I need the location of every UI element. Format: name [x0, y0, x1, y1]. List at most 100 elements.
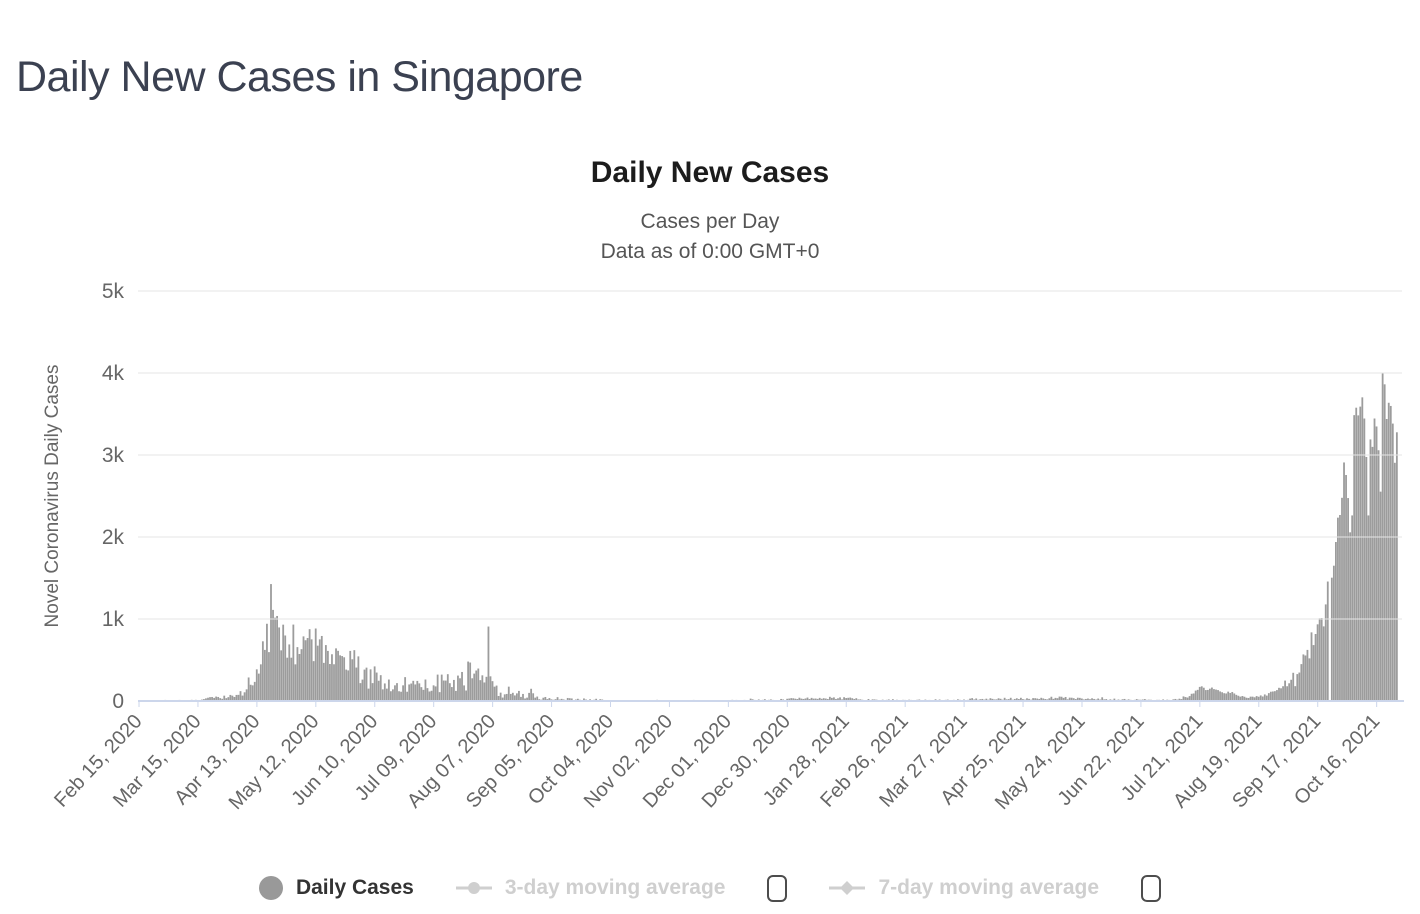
bar[interactable] [402, 685, 404, 701]
bar[interactable] [422, 689, 425, 701]
bar[interactable] [261, 641, 264, 701]
bar[interactable] [1245, 697, 1248, 701]
bar[interactable] [999, 698, 1002, 701]
bar[interactable] [217, 696, 220, 701]
bar[interactable] [1345, 475, 1347, 701]
bar[interactable] [1395, 432, 1398, 701]
bar[interactable] [418, 683, 421, 701]
bar[interactable] [1223, 693, 1226, 701]
bar[interactable] [542, 697, 545, 701]
bar[interactable] [560, 698, 563, 701]
bar[interactable] [227, 697, 230, 701]
bar[interactable] [229, 694, 232, 701]
bar[interactable] [794, 698, 797, 701]
bar[interactable] [1087, 698, 1089, 701]
bar[interactable] [257, 673, 260, 701]
bar[interactable] [251, 685, 254, 701]
bar[interactable] [1206, 689, 1209, 701]
bar[interactable] [255, 669, 258, 701]
bar[interactable] [1219, 691, 1221, 701]
bar[interactable] [788, 698, 791, 701]
bar[interactable] [304, 640, 307, 701]
bar[interactable] [237, 694, 240, 701]
bar[interactable] [1255, 696, 1258, 701]
bar[interactable] [288, 644, 291, 701]
bar[interactable] [223, 695, 226, 701]
bar[interactable] [1200, 686, 1203, 701]
bar[interactable] [810, 697, 813, 701]
bar[interactable] [383, 683, 386, 701]
bar[interactable] [548, 698, 551, 701]
bar[interactable] [831, 697, 833, 701]
bar[interactable] [1267, 693, 1270, 701]
bar[interactable] [1355, 407, 1358, 701]
bar[interactable] [416, 680, 419, 701]
bar[interactable] [1308, 658, 1311, 701]
bar[interactable] [365, 667, 368, 701]
bar[interactable] [1322, 626, 1325, 701]
bar[interactable] [312, 661, 315, 701]
bar[interactable] [1182, 696, 1185, 701]
bar[interactable] [1009, 697, 1012, 701]
bar[interactable] [1068, 697, 1071, 701]
bar[interactable] [268, 652, 270, 701]
bar[interactable] [296, 647, 299, 701]
bar[interactable] [211, 696, 213, 701]
bar[interactable] [1085, 698, 1087, 701]
bar[interactable] [1020, 697, 1022, 701]
bar[interactable] [272, 609, 274, 701]
bar[interactable] [1300, 664, 1303, 701]
bar[interactable] [1209, 688, 1211, 701]
bar[interactable] [790, 698, 793, 701]
bar[interactable] [367, 688, 370, 701]
bar[interactable] [247, 677, 250, 701]
bar[interactable] [465, 690, 467, 702]
bar[interactable] [1324, 604, 1327, 701]
bar[interactable] [406, 691, 409, 701]
bar[interactable] [849, 697, 852, 701]
bar[interactable] [1326, 581, 1329, 701]
bar[interactable] [1351, 515, 1354, 701]
bar[interactable] [398, 691, 400, 701]
bar[interactable] [1247, 697, 1250, 701]
bar[interactable] [432, 685, 435, 701]
bar[interactable] [434, 686, 437, 701]
bar[interactable] [1347, 498, 1349, 701]
bar[interactable] [507, 686, 510, 701]
bar[interactable] [1080, 698, 1083, 701]
bar[interactable] [477, 668, 480, 701]
bar[interactable] [259, 664, 262, 701]
bar[interactable] [1058, 696, 1061, 701]
bar[interactable] [1213, 689, 1215, 701]
bar[interactable] [1050, 696, 1053, 701]
bar[interactable] [347, 670, 350, 701]
bar[interactable] [524, 698, 526, 701]
bar[interactable] [513, 695, 516, 701]
bar[interactable] [428, 691, 431, 701]
bar[interactable] [436, 674, 439, 701]
bar[interactable] [853, 698, 856, 701]
bar[interactable] [292, 624, 295, 701]
bar[interactable] [526, 697, 528, 701]
bar[interactable] [1298, 672, 1301, 701]
bar[interactable] [1337, 517, 1339, 701]
bar[interactable] [981, 698, 984, 701]
bar[interactable] [253, 681, 256, 701]
bar[interactable] [1296, 674, 1299, 701]
bar[interactable] [235, 694, 238, 701]
bar[interactable] [355, 667, 358, 701]
bar[interactable] [1072, 698, 1075, 701]
bar[interactable] [479, 680, 482, 701]
bar[interactable] [1353, 415, 1356, 701]
bar[interactable] [357, 656, 360, 701]
bar[interactable] [816, 698, 819, 701]
bar[interactable] [1292, 672, 1295, 701]
bar[interactable] [1365, 456, 1368, 701]
bar[interactable] [392, 689, 394, 701]
bar[interactable] [278, 627, 281, 701]
bar[interactable] [1091, 698, 1093, 701]
bar[interactable] [233, 696, 236, 701]
bar[interactable] [1093, 698, 1095, 701]
bar[interactable] [985, 698, 988, 701]
bar[interactable] [1288, 683, 1291, 701]
